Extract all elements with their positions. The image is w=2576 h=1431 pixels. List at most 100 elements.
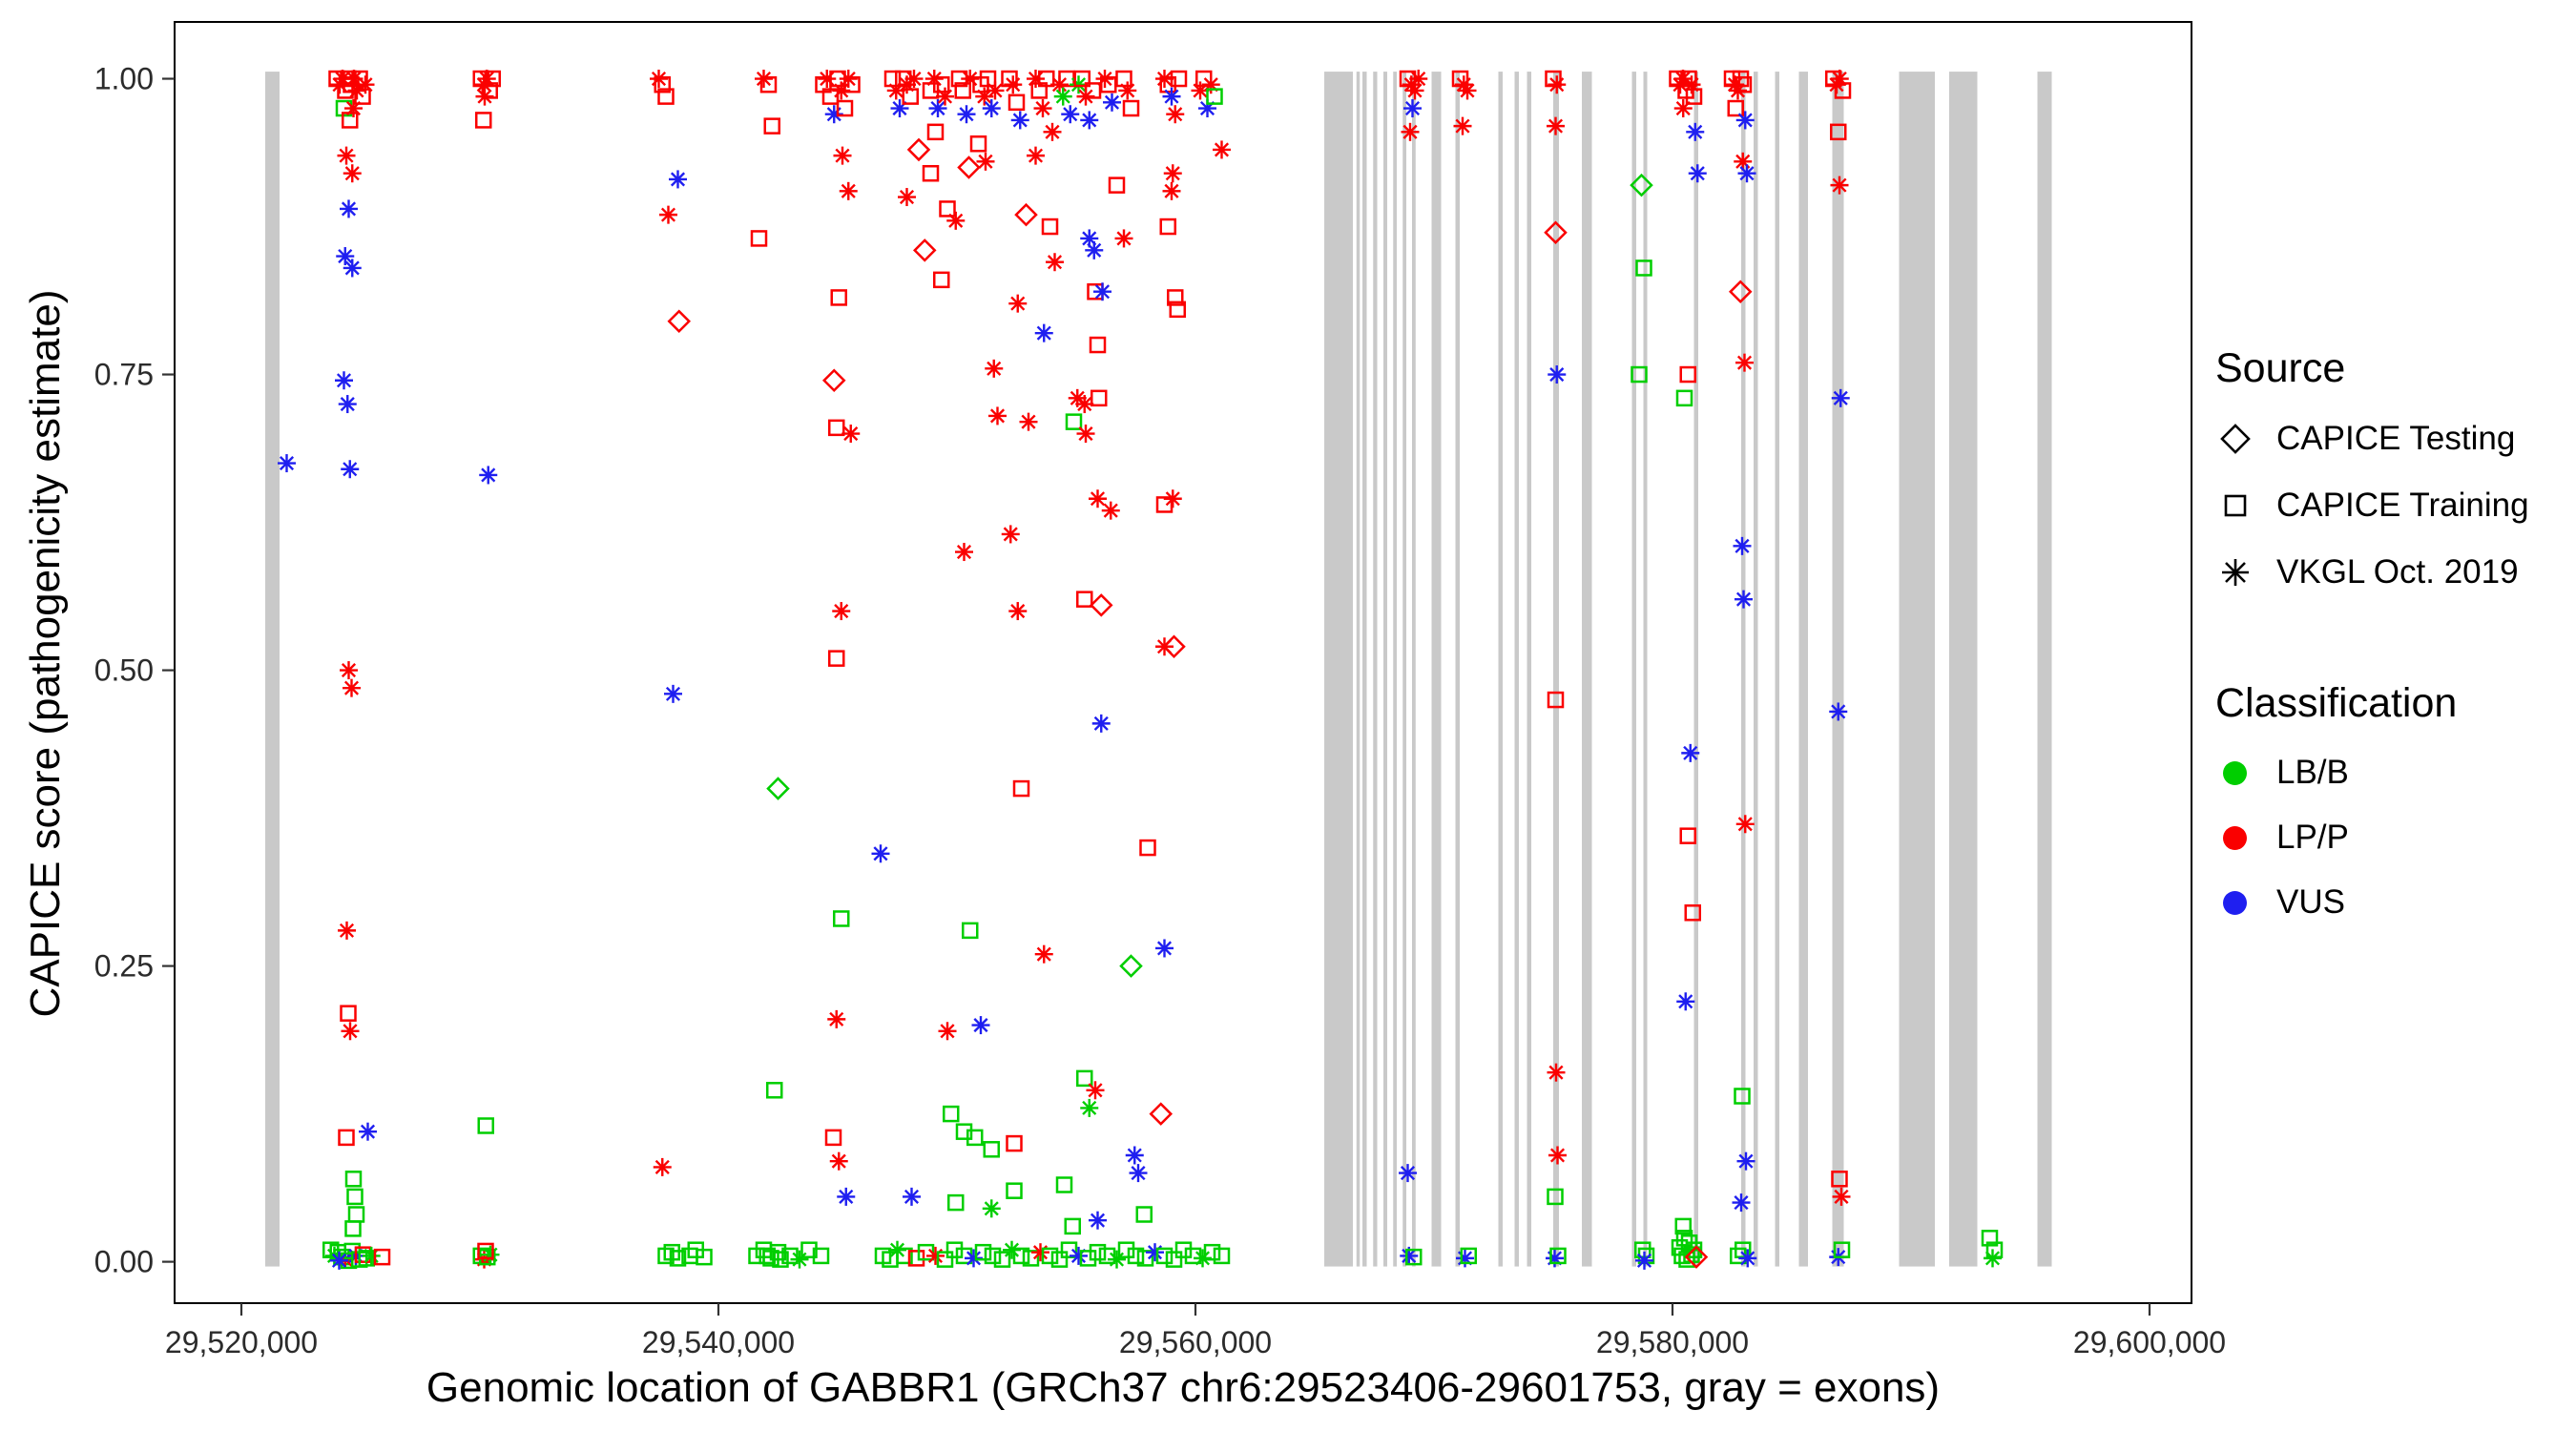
data-point — [1685, 88, 1703, 105]
legend-source-title: Source — [2215, 345, 2346, 391]
x-tick-label: 29,560,000 — [1119, 1325, 1272, 1359]
data-point — [1630, 173, 1653, 197]
data-point — [965, 1249, 983, 1268]
data-point — [484, 70, 501, 88]
data-point — [1089, 1211, 1107, 1230]
y-tick-label: 0.50 — [94, 653, 154, 688]
data-point — [966, 1129, 984, 1147]
data-point — [1184, 1247, 1202, 1265]
data-point — [1129, 1164, 1148, 1183]
data-point — [763, 117, 780, 135]
data-point — [1830, 70, 1849, 89]
data-point — [1103, 93, 1121, 112]
data-point — [898, 188, 916, 207]
data-point — [338, 921, 356, 940]
data-point — [1101, 501, 1120, 520]
x-tick-label: 29,520,000 — [165, 1325, 318, 1359]
data-point — [947, 1193, 965, 1212]
data-point — [1547, 116, 1565, 135]
data-point — [1635, 1251, 1653, 1270]
diamond-icon — [2220, 424, 2251, 454]
data-point — [954, 82, 971, 99]
data-point — [1674, 1217, 1692, 1235]
data-point — [479, 1248, 496, 1266]
data-point — [659, 205, 677, 224]
data-point — [1548, 75, 1567, 94]
exon-bar — [1899, 72, 1935, 1267]
legend-item-vus: VUS — [2215, 883, 2529, 922]
data-point — [354, 88, 371, 105]
data-point — [983, 1141, 1000, 1158]
data-point — [824, 105, 843, 124]
exon-bar — [1832, 72, 1844, 1267]
data-point — [1548, 1146, 1567, 1165]
data-point — [1079, 1250, 1097, 1267]
data-point — [1681, 743, 1700, 762]
data-point — [1732, 70, 1750, 88]
data-point — [1115, 70, 1132, 88]
data-point — [962, 922, 979, 940]
data-point — [1001, 70, 1018, 88]
data-point — [843, 75, 861, 93]
data-point — [922, 164, 940, 182]
data-point — [1680, 70, 1697, 88]
data-point — [988, 406, 1007, 425]
data-point — [955, 543, 973, 562]
data-point — [833, 910, 850, 927]
data-point — [1732, 1193, 1751, 1213]
data-point — [1159, 218, 1176, 236]
data-point — [1547, 691, 1565, 709]
data-point — [883, 70, 902, 88]
data-point — [832, 602, 851, 621]
data-point — [1027, 146, 1045, 165]
data-point — [344, 1171, 363, 1188]
data-point — [939, 200, 956, 218]
data-point — [373, 1248, 391, 1266]
data-point — [1549, 1247, 1567, 1265]
data-point — [933, 271, 950, 289]
exon-bar — [1356, 72, 1361, 1267]
data-point — [1631, 365, 1648, 384]
data-point — [1688, 164, 1707, 183]
data-point — [1194, 1249, 1212, 1268]
data-point — [1673, 99, 1693, 118]
data-point — [833, 146, 852, 165]
data-point — [1091, 714, 1111, 733]
data-point — [1004, 75, 1023, 94]
data-point — [824, 1129, 842, 1147]
legend-item-label: LP/P — [2276, 819, 2349, 856]
exon-bar — [1498, 72, 1503, 1267]
data-point — [362, 1246, 381, 1265]
data-point — [340, 199, 358, 218]
data-point — [340, 661, 358, 680]
data-point — [341, 460, 360, 479]
data-point — [359, 1122, 377, 1141]
data-point — [1139, 839, 1156, 857]
data-point — [1080, 111, 1099, 130]
square-icon — [2224, 494, 2247, 517]
data-point — [1008, 93, 1026, 112]
data-point — [1041, 218, 1059, 236]
data-point — [1046, 253, 1064, 272]
data-point — [1089, 1243, 1107, 1261]
data-point — [1409, 70, 1428, 89]
data-point — [1169, 301, 1186, 319]
data-point — [664, 684, 682, 703]
data-point — [1829, 702, 1848, 721]
data-point — [907, 1250, 925, 1267]
exon-bar — [1582, 72, 1592, 1267]
data-point — [828, 419, 845, 437]
data-point — [1548, 365, 1567, 384]
data-point — [1729, 81, 1747, 100]
data-point — [1073, 70, 1091, 88]
data-point — [1162, 87, 1181, 106]
data-point — [341, 1022, 360, 1041]
exon-bar — [1402, 72, 1406, 1267]
data-point — [946, 211, 966, 230]
data-point — [344, 99, 363, 118]
x-tick-label: 29,540,000 — [642, 1325, 795, 1359]
data-point — [890, 99, 909, 118]
data-point — [1206, 88, 1223, 105]
data-point — [696, 1248, 713, 1266]
